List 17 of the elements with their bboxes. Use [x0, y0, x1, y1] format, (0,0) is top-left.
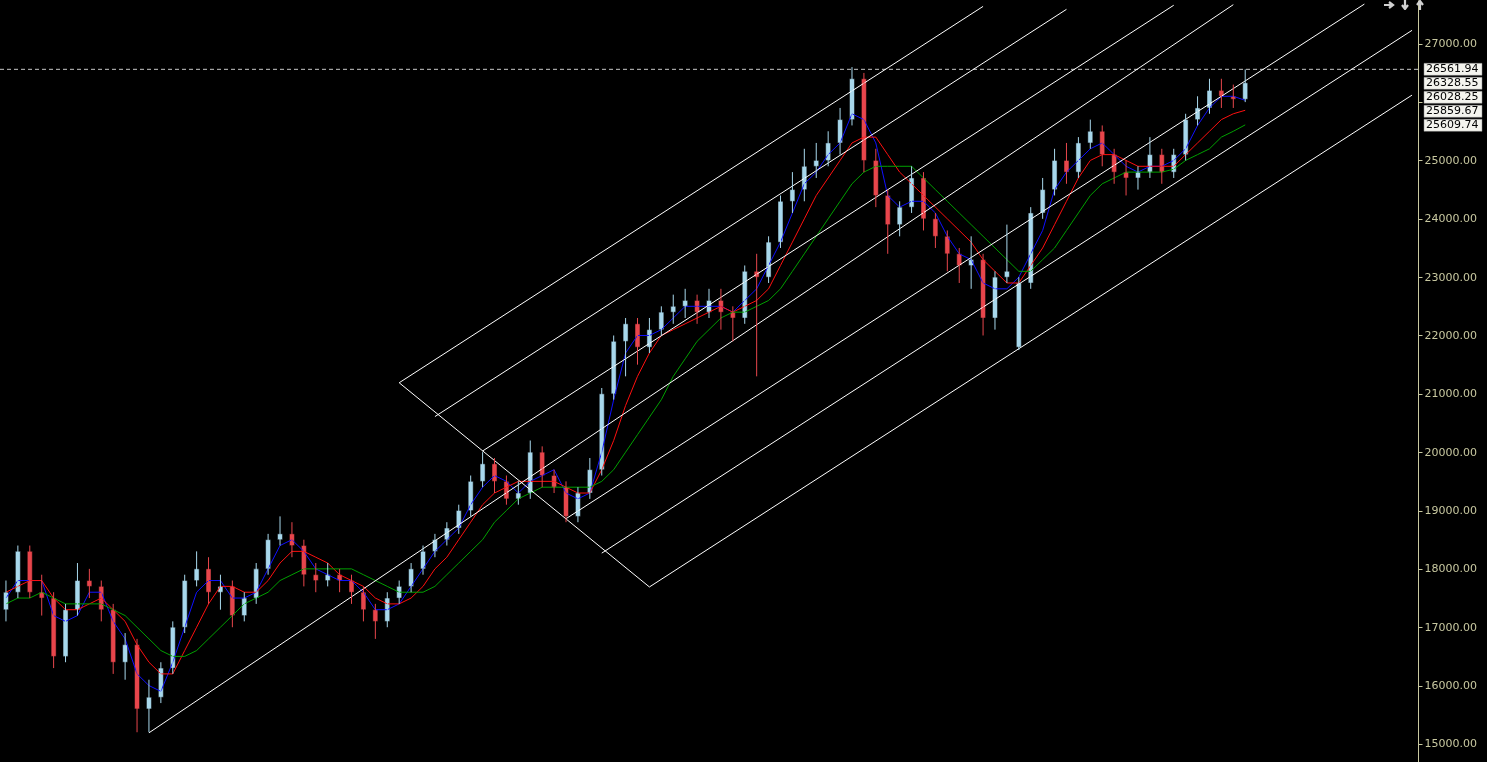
y-tick-label: 23000.00 — [1424, 270, 1477, 284]
text: 26028.25 — [1426, 90, 1479, 104]
y-tick-label: 21000.00 — [1424, 387, 1477, 401]
y-tick-label: 20000.00 — [1424, 445, 1477, 459]
y-tick-label: 24000.00 — [1424, 212, 1477, 226]
y-tick-label: 27000.00 — [1424, 37, 1477, 51]
text: 25859.67 — [1426, 104, 1479, 118]
y-tick-label: 25000.00 — [1424, 153, 1477, 167]
y-tick-label: 17000.00 — [1424, 620, 1477, 634]
y-tick-label: 18000.00 — [1424, 562, 1477, 576]
y-tick-label: 15000.00 — [1424, 737, 1477, 751]
text: 25609.74 — [1426, 118, 1479, 132]
y-tick-label: 22000.00 — [1424, 328, 1477, 342]
ref-line-label: 26561.94 — [1426, 62, 1479, 76]
y-tick-label: 16000.00 — [1424, 679, 1477, 693]
text: 26328.55 — [1426, 76, 1479, 90]
y-tick-label: 19000.00 — [1424, 504, 1477, 518]
